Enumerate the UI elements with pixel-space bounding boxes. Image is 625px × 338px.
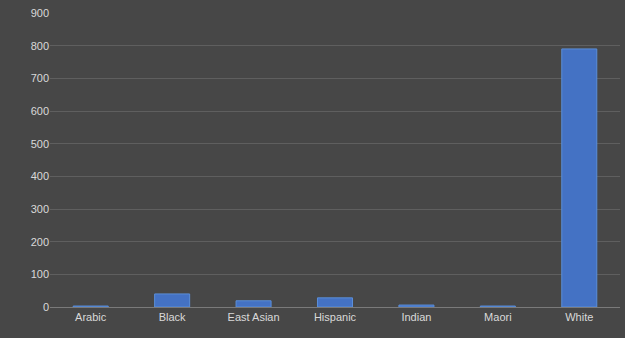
- svg-text:Black: Black: [159, 311, 186, 323]
- svg-text:900: 900: [31, 7, 49, 19]
- svg-text:White: White: [565, 311, 593, 323]
- svg-text:Indian: Indian: [401, 311, 431, 323]
- svg-text:600: 600: [31, 105, 49, 117]
- svg-text:300: 300: [31, 203, 49, 215]
- svg-text:200: 200: [31, 236, 49, 248]
- svg-text:500: 500: [31, 138, 49, 150]
- svg-text:Arabic: Arabic: [75, 311, 107, 323]
- svg-text:700: 700: [31, 72, 49, 84]
- svg-text:Maori: Maori: [484, 311, 512, 323]
- svg-text:0: 0: [43, 301, 49, 313]
- svg-text:Hispanic: Hispanic: [314, 311, 357, 323]
- svg-text:400: 400: [31, 170, 49, 182]
- svg-text:East Asian: East Asian: [228, 311, 280, 323]
- svg-text:800: 800: [31, 40, 49, 52]
- svg-text:100: 100: [31, 268, 49, 280]
